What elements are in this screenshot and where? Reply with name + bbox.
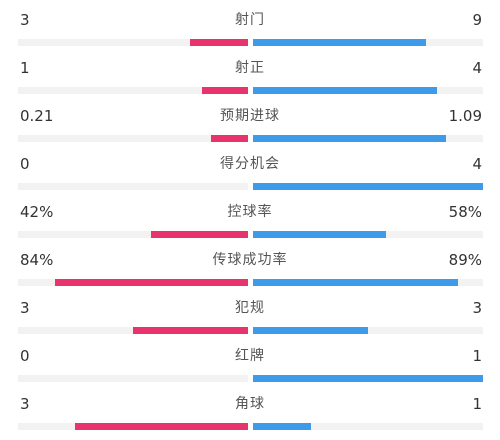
stat-row: 42% 控球率 58%: [0, 200, 500, 247]
away-bar-track: [253, 183, 483, 190]
away-bar: [253, 39, 426, 46]
away-bar-track: [253, 39, 483, 46]
home-bar: [211, 135, 248, 142]
away-bar: [253, 375, 483, 382]
stat-row: 0.21 预期进球 1.09: [0, 104, 500, 151]
home-bar: [190, 39, 248, 46]
home-bar-track: [18, 375, 248, 382]
home-bar: [75, 423, 248, 430]
home-value: 84%: [20, 251, 54, 269]
home-bar-track: [18, 423, 248, 430]
home-bar: [55, 279, 248, 286]
stat-name: 传球成功率: [212, 252, 288, 268]
stat-name: 射正: [235, 60, 265, 76]
stat-row: 3 射门 9: [0, 8, 500, 55]
stat-name: 红牌: [235, 348, 265, 364]
stat-label-line: 3 射门 9: [0, 8, 500, 32]
away-value: 1.09: [448, 107, 482, 125]
home-bar-track: [18, 231, 248, 238]
away-bar-track: [253, 279, 483, 286]
stat-name: 射门: [235, 12, 265, 28]
home-bar: [202, 87, 248, 94]
away-bar-track: [253, 375, 483, 382]
home-value: 0.21: [20, 107, 54, 125]
away-value: 89%: [448, 251, 482, 269]
stat-row: 0 得分机会 4: [0, 152, 500, 199]
home-value: 42%: [20, 203, 54, 221]
away-bar-track: [253, 87, 483, 94]
away-bar: [253, 135, 446, 142]
home-value: 3: [20, 11, 30, 29]
stat-row: 0 红牌 1: [0, 344, 500, 391]
away-bar: [253, 279, 458, 286]
stat-row: 84% 传球成功率 89%: [0, 248, 500, 295]
away-bar: [253, 327, 368, 334]
home-value: 0: [20, 347, 30, 365]
stat-name: 角球: [235, 396, 265, 412]
stat-label-line: 0 红牌 1: [0, 344, 500, 368]
stat-name: 犯规: [235, 300, 265, 316]
away-bar-track: [253, 135, 483, 142]
away-value: 4: [472, 59, 482, 77]
home-bar-track: [18, 279, 248, 286]
stat-name: 预期进球: [220, 108, 280, 124]
away-bar: [253, 87, 437, 94]
away-value: 3: [472, 299, 482, 317]
stat-label-line: 0 得分机会 4: [0, 152, 500, 176]
away-value: 1: [472, 347, 482, 365]
stat-label-line: 1 射正 4: [0, 56, 500, 80]
stat-label-line: 3 角球 1: [0, 392, 500, 416]
home-value: 0: [20, 155, 30, 173]
stat-label-line: 42% 控球率 58%: [0, 200, 500, 224]
home-bar: [151, 231, 248, 238]
away-value: 4: [472, 155, 482, 173]
away-bar-track: [253, 423, 483, 430]
away-value: 9: [472, 11, 482, 29]
away-bar: [253, 183, 483, 190]
home-value: 3: [20, 395, 30, 413]
stat-label-line: 84% 传球成功率 89%: [0, 248, 500, 272]
home-bar-track: [18, 135, 248, 142]
stat-label-line: 0.21 预期进球 1.09: [0, 104, 500, 128]
home-bar-track: [18, 183, 248, 190]
stat-row: 1 射正 4: [0, 56, 500, 103]
stat-name: 得分机会: [220, 156, 280, 172]
away-bar-track: [253, 231, 483, 238]
away-bar-track: [253, 327, 483, 334]
home-bar-track: [18, 39, 248, 46]
stat-row: 3 犯规 3: [0, 296, 500, 343]
stat-label-line: 3 犯规 3: [0, 296, 500, 320]
home-value: 3: [20, 299, 30, 317]
away-value: 58%: [448, 203, 482, 221]
stat-row: 3 角球 1: [0, 392, 500, 439]
stat-name: 控球率: [227, 204, 273, 220]
home-value: 1: [20, 59, 30, 77]
away-value: 1: [472, 395, 482, 413]
home-bar-track: [18, 327, 248, 334]
away-bar: [253, 423, 311, 430]
home-bar: [133, 327, 248, 334]
away-bar: [253, 231, 386, 238]
home-bar-track: [18, 87, 248, 94]
